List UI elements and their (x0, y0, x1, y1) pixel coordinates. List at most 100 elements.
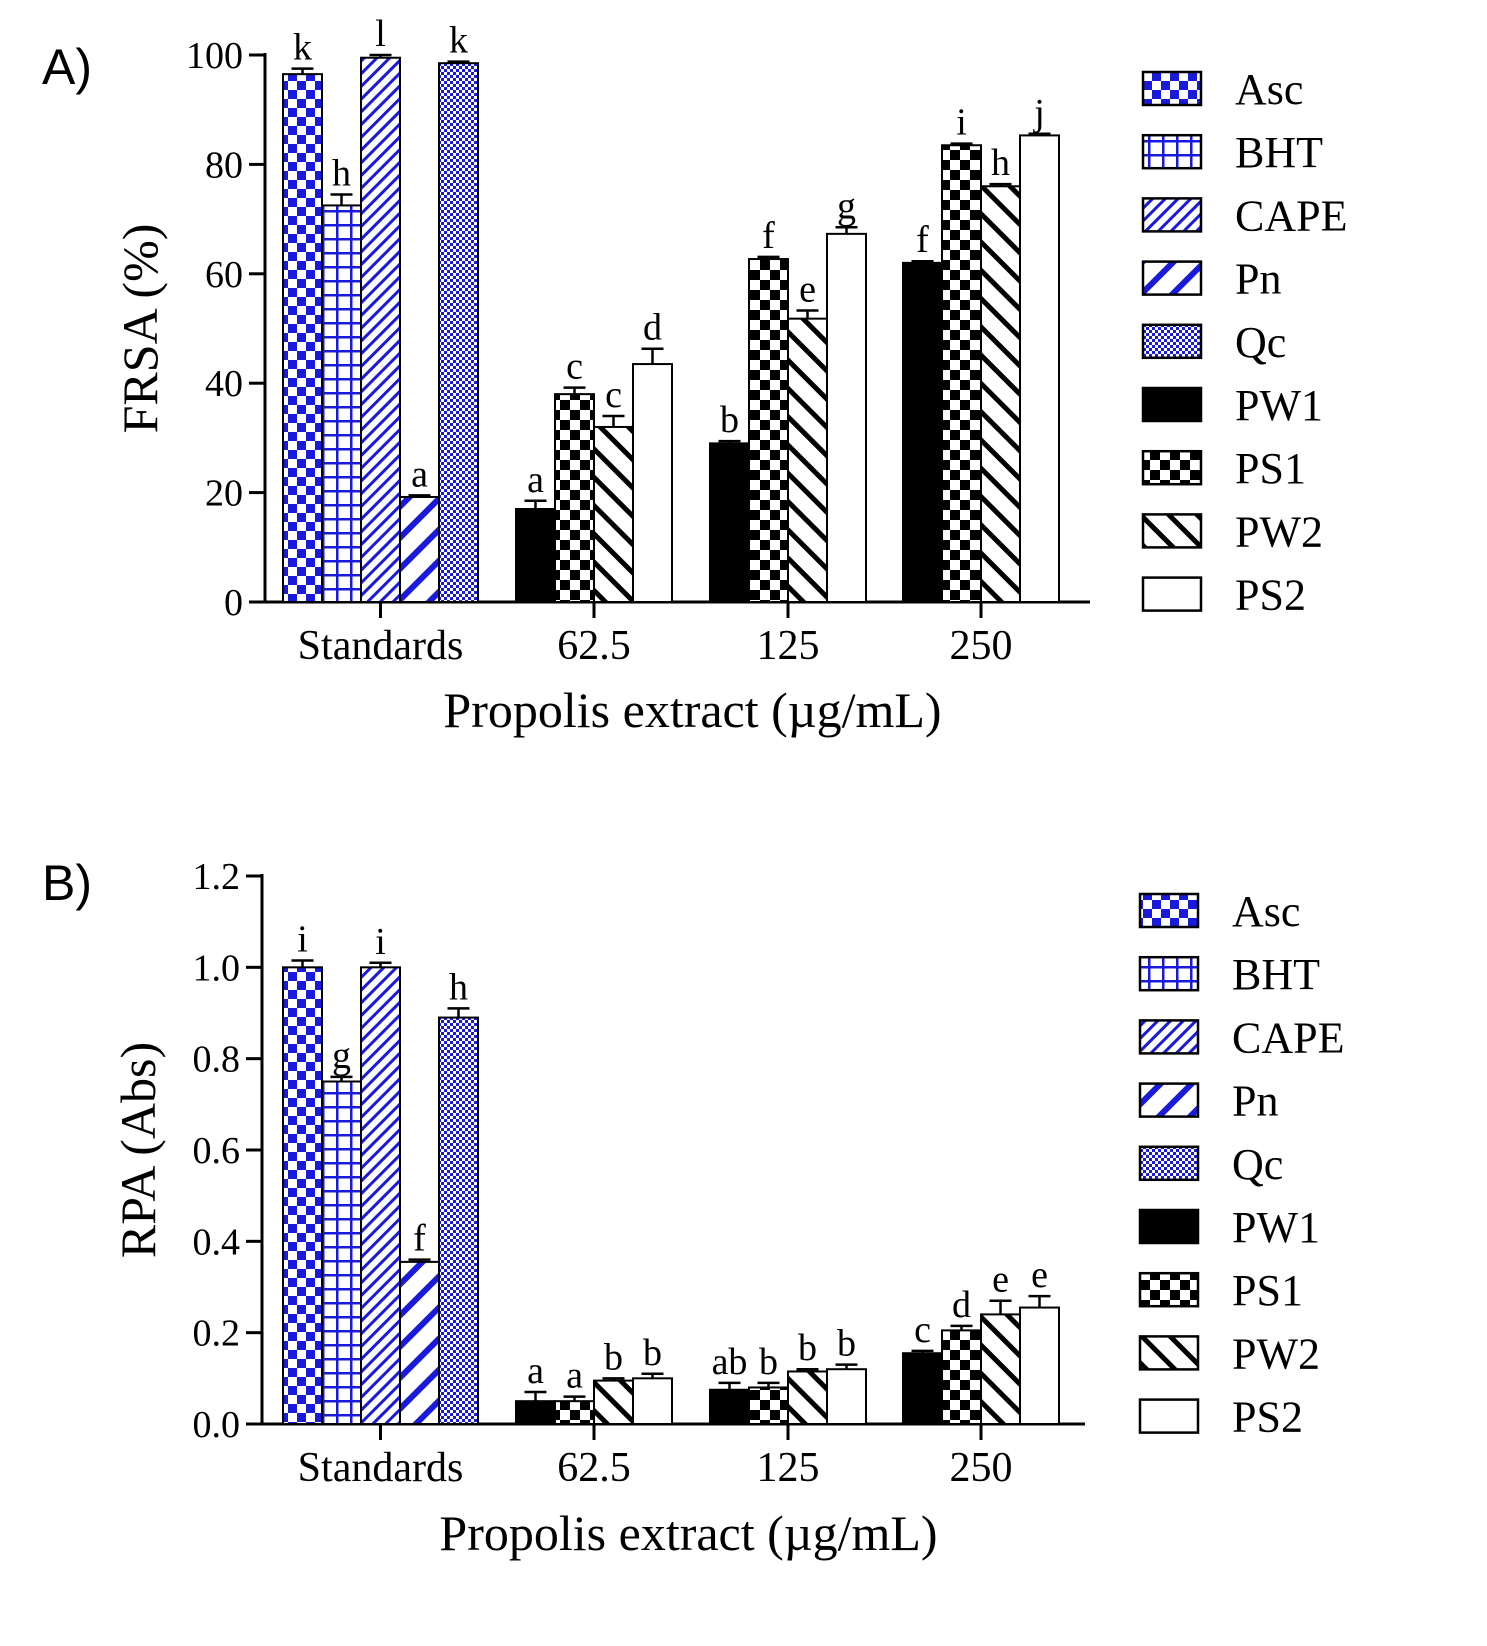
bar-pw2 (980, 1313, 1021, 1426)
significance-label: k (449, 20, 468, 62)
y-tick-label: 0.0 (193, 1404, 241, 1446)
significance-label: ab (712, 1341, 748, 1383)
y-axis-title: RPA (Abs) (110, 1042, 166, 1258)
significance-label: f (413, 1218, 426, 1260)
significance-label: a (566, 1355, 583, 1397)
bar-cape (360, 56, 401, 604)
bar-pw1 (902, 1352, 943, 1426)
x-category-label: 62.5 (557, 1445, 631, 1491)
significance-label: f (762, 215, 775, 257)
legend-swatch-asc (1138, 892, 1200, 929)
legend-label: CAPE (1235, 191, 1347, 240)
y-tick-label: 60 (205, 254, 243, 296)
x-category-label: Standards (298, 623, 464, 669)
y-tick-label: 1.2 (193, 856, 241, 898)
bar-pw1 (709, 1388, 750, 1425)
legend-swatch-pw1 (1141, 386, 1203, 423)
significance-label: d (952, 1284, 971, 1326)
bar-ps2 (826, 232, 867, 604)
bar-pn (399, 1260, 440, 1425)
legend-swatch-bht (1138, 955, 1200, 992)
significance-label: c (914, 1309, 931, 1351)
bar-ps1 (748, 258, 789, 603)
bar-bht (321, 204, 362, 604)
panel-label: A) (42, 39, 92, 95)
significance-label: a (527, 1350, 544, 1392)
bar-ps2 (1019, 1306, 1060, 1426)
x-category-label: 250 (950, 623, 1013, 669)
panel-label: B) (42, 855, 92, 911)
legend-label: Pn (1232, 1077, 1278, 1126)
x-category-label: Standards (298, 1445, 464, 1491)
legend-label: PS2 (1232, 1393, 1303, 1442)
legend-label: PS1 (1235, 444, 1306, 493)
legend-label: PW1 (1232, 1203, 1320, 1252)
significance-label: g (837, 185, 856, 227)
significance-label: e (799, 268, 816, 310)
legend-label: BHT (1232, 950, 1320, 999)
y-tick-label: 0.4 (193, 1221, 241, 1263)
significance-label: h (449, 966, 468, 1008)
legend-swatch-cape (1141, 197, 1203, 233)
significance-label: b (837, 1323, 856, 1365)
bar-ps1 (554, 393, 595, 604)
significance-label: c (566, 346, 583, 388)
legend-swatch-pw2 (1141, 513, 1203, 549)
legend: Asc BHT CAPE Pn Qc PW1 PS1 PW2 PS2 (1141, 65, 1347, 620)
significance-label: b (643, 1332, 662, 1374)
significance-label: a (411, 453, 428, 495)
significance-label: i (956, 102, 967, 144)
significance-label: b (720, 399, 739, 441)
legend-label: Pn (1235, 255, 1281, 304)
legend-label: PW2 (1235, 507, 1323, 556)
y-tick-label: 100 (186, 35, 243, 77)
bar-pw1 (709, 442, 750, 603)
legend-label: Qc (1232, 1140, 1283, 1189)
significance-label: k (293, 27, 312, 69)
bar-pw2 (787, 1370, 828, 1425)
bar-ps2 (826, 1368, 867, 1425)
y-tick-label: 1.0 (193, 947, 241, 989)
significance-label: b (798, 1327, 817, 1369)
x-axis-title: Propolis extract (µg/mL) (443, 682, 941, 738)
legend-swatch-ps1 (1141, 449, 1203, 486)
y-tick-label: 0 (224, 582, 243, 624)
bar-pw2 (787, 317, 828, 603)
legend-swatch-qc (1141, 323, 1203, 360)
significance-label: b (759, 1341, 778, 1383)
bar-ps1 (748, 1386, 789, 1426)
legend-swatch-asc (1141, 70, 1203, 107)
significance-label: c (605, 374, 622, 416)
y-tick-label: 0.8 (193, 1039, 241, 1081)
significance-label: f (916, 219, 929, 261)
significance-label: h (991, 142, 1010, 184)
legend-swatch-pn (1141, 260, 1203, 296)
significance-label: i (297, 918, 308, 960)
chart-layer: A) 0 20 40 60 80 100 FRSA (%) Standards k h l a k 62.5… (42, 13, 1347, 1561)
bar-pw2 (593, 1379, 634, 1426)
legend-swatch-pw1 (1138, 1208, 1200, 1245)
significance-label: j (1032, 92, 1045, 134)
bar-pn (399, 495, 440, 604)
bar-bht (321, 1080, 362, 1425)
bar-cape (360, 966, 401, 1425)
legend-label: Qc (1235, 318, 1286, 367)
bar-ps1 (941, 144, 982, 603)
legend: Asc BHT CAPE Pn Qc PW1 PS1 PW2 PS2 (1138, 887, 1344, 1442)
legend-swatch-bht (1141, 133, 1203, 170)
bar-qc (438, 1016, 479, 1425)
bar-qc (438, 62, 479, 603)
legend-swatch-ps2 (1138, 1398, 1200, 1434)
legend-label: CAPE (1232, 1013, 1344, 1062)
legend-label: Asc (1235, 65, 1303, 114)
significance-label: h (332, 152, 351, 194)
x-category-label: 125 (757, 1445, 820, 1491)
legend-label: Asc (1232, 887, 1300, 936)
x-category-label: 62.5 (557, 623, 631, 669)
legend-label: PW2 (1232, 1329, 1320, 1378)
bar-pw2 (593, 425, 634, 603)
significance-label: b (604, 1336, 623, 1378)
chart-panel-a: A) 0 20 40 60 80 100 FRSA (%) Standards k h l a k 62.5… (42, 13, 1347, 738)
y-axis-title: FRSA (%) (112, 224, 168, 434)
